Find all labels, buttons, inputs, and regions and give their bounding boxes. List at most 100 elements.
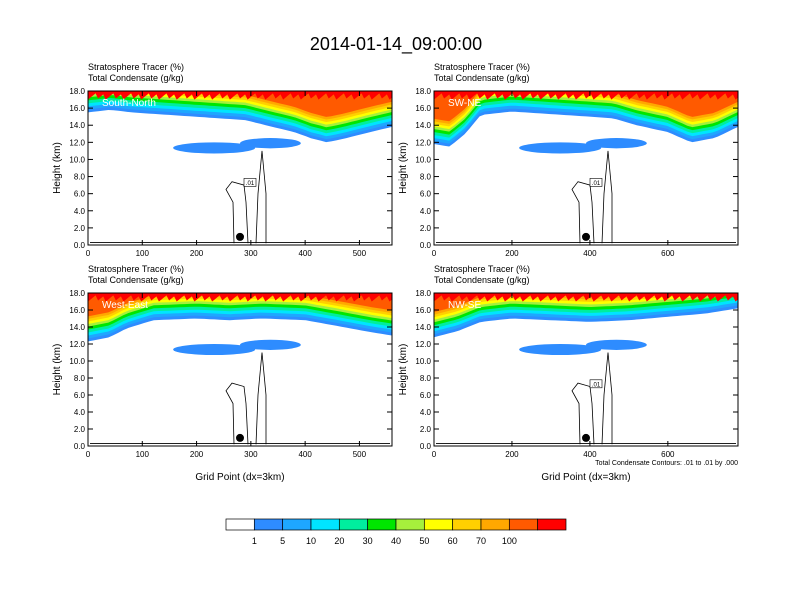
contour-label: .01 [592, 382, 601, 388]
y-tick-label: 4.0 [420, 207, 432, 216]
x-tick-label: 400 [583, 249, 597, 258]
y-tick-label: 14.0 [69, 121, 85, 130]
tracer-patch [519, 344, 602, 356]
colorbar-swatch [452, 518, 482, 531]
x-tick-label: 300 [244, 450, 258, 459]
condensate-contour [601, 352, 613, 445]
colorbar-swatch [537, 518, 567, 531]
colorbar-swatch [480, 518, 510, 531]
condensate-contour [601, 150, 613, 244]
colorbar-swatch [338, 518, 369, 531]
contour-label-box [589, 178, 603, 187]
panel-label-line1: Stratosphere Tracer (%) [434, 264, 530, 274]
tracer-patch [586, 138, 647, 149]
y-tick-label: 0.0 [74, 241, 86, 250]
contour-label-box [243, 178, 257, 187]
panel-label-line1: Stratosphere Tracer (%) [88, 264, 184, 274]
x-tick-label: 300 [244, 249, 258, 258]
y-axis-label: Height (km) [398, 344, 409, 396]
colorbar-label: 70 [476, 536, 486, 546]
y-tick-label: 8.0 [74, 374, 86, 383]
contour-note: Total Condensate Contours: .01 to .01 by… [595, 460, 738, 467]
y-tick-label: 2.0 [74, 224, 86, 233]
colorbar: 1 5 10 20 30 40 50 60 70 100 [225, 518, 567, 546]
x-tick-label: 200 [505, 249, 519, 258]
tracer-band-top [88, 293, 392, 302]
x-tick-label: 400 [583, 450, 597, 459]
y-tick-label: 16.0 [69, 104, 85, 113]
tracer-band [88, 293, 392, 319]
tracer-band [434, 91, 738, 122]
panel-label-line2: Total Condensate (g/kg) [88, 275, 184, 285]
tracer-band-top [434, 293, 738, 302]
condensate-contour [225, 382, 249, 445]
panel-name: West-East [102, 300, 148, 311]
plot-frame [87, 90, 393, 246]
y-tick-label: 12.0 [69, 138, 85, 147]
colorbar-swatch [367, 518, 397, 531]
tracer-patch [240, 339, 301, 350]
y-tick-label: 16.0 [69, 306, 85, 315]
x-tick-label: 0 [432, 249, 437, 258]
panel-nw-se: Stratosphere Tracer (%) Total Condensate … [398, 264, 739, 483]
location-marker [236, 232, 244, 241]
y-tick-label: 0.0 [420, 442, 432, 451]
x-tick-label: 600 [661, 249, 675, 258]
condensate-contour [225, 181, 249, 244]
contour-label-box [589, 379, 603, 389]
y-tick-label: 10.0 [69, 155, 85, 164]
tracer-patch [173, 344, 256, 356]
panel-name: NW-SE [448, 300, 481, 311]
colorbar-label: 1 [252, 536, 257, 546]
y-tick-label: 8.0 [420, 374, 432, 383]
colorbar-swatch [423, 518, 454, 531]
panels-group: Stratosphere Tracer (%)Total Condensate … [52, 62, 739, 483]
panel-west-east: Stratosphere Tracer (%)Total Condensate … [52, 264, 393, 483]
colorbar-swatch [310, 518, 340, 531]
figure-title: 2014-01-14_09:00:00 [310, 34, 482, 55]
plot-area: .01 SW-NE [434, 91, 738, 245]
y-tick-label: 18.0 [69, 289, 85, 298]
x-tick-label: 200 [190, 450, 204, 459]
x-tick-label: 600 [661, 450, 675, 459]
x-tick-label: 100 [136, 450, 150, 459]
y-axis-label: Height (km) [398, 142, 409, 194]
y-tick-label: 2.0 [420, 224, 432, 233]
y-tick-label: 2.0 [420, 425, 432, 434]
plot-area: .01 South-North [88, 91, 392, 245]
tracer-patch [240, 138, 301, 149]
y-tick-label: 6.0 [74, 190, 86, 199]
plot-frame [87, 292, 393, 447]
condensate-contour [255, 150, 267, 244]
tracer-band [434, 293, 738, 320]
y-tick-label: 4.0 [74, 408, 86, 417]
contour-label: .01 [246, 181, 255, 187]
plot-frame [433, 292, 739, 447]
colorbar-swatch [225, 518, 255, 531]
y-tick-label: 12.0 [415, 340, 431, 349]
y-tick-label: 18.0 [415, 289, 431, 298]
y-tick-label: 6.0 [420, 190, 432, 199]
y-tick-label: 6.0 [420, 391, 432, 400]
y-tick-label: 4.0 [420, 408, 432, 417]
location-marker [582, 433, 590, 442]
y-tick-label: 14.0 [415, 121, 431, 130]
panel-name: South-North [102, 98, 156, 109]
plot-area: .01 NW-SE [434, 293, 738, 446]
colorbar-label: 50 [419, 536, 429, 546]
y-tick-label: 6.0 [74, 391, 86, 400]
y-tick-label: 8.0 [74, 173, 86, 182]
x-tick-label: 500 [353, 249, 367, 258]
y-tick-label: 2.0 [74, 425, 86, 434]
tracer-band-top [88, 91, 392, 100]
colorbar-swatch [253, 518, 284, 531]
condensate-contour [571, 382, 595, 445]
panel-label-line2: Total Condensate (g/kg) [434, 73, 530, 83]
colorbar-swatch [508, 518, 539, 531]
x-tick-label: 200 [190, 249, 204, 258]
panel-label-line2: Total Condensate (g/kg) [88, 73, 184, 83]
tracer-band [88, 293, 392, 322]
x-tick-label: 0 [86, 249, 91, 258]
y-axis-label: Height (km) [52, 344, 63, 396]
